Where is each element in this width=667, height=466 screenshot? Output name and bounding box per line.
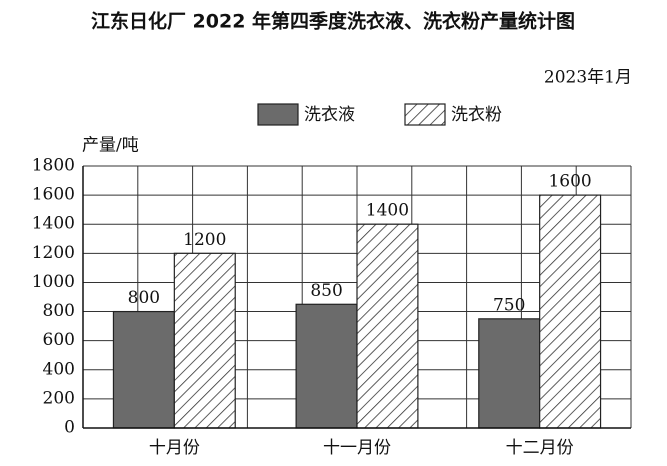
bar <box>112 310 175 429</box>
y-tick-label: 1200 <box>32 243 75 263</box>
y-tick-label: 1600 <box>32 185 75 205</box>
y-tick-label: 800 <box>43 301 75 321</box>
data-label: 1600 <box>548 172 591 192</box>
y-tick-label: 1800 <box>32 156 75 176</box>
chart-title: 江东日化厂 2022 年第四季度洗衣液、洗衣粉产量统计图 <box>91 10 575 33</box>
legend-swatch <box>404 103 446 126</box>
y-axis-label: 产量/吨 <box>82 136 139 156</box>
y-tick-label: 0 <box>64 418 75 438</box>
legend-label: 洗衣液 <box>304 105 355 125</box>
chart-subtitle: 2023年1月 <box>544 68 632 88</box>
bar <box>295 303 358 429</box>
bar <box>173 252 236 429</box>
data-label: 850 <box>310 281 342 301</box>
data-label: 1200 <box>183 230 226 250</box>
y-tick-label: 600 <box>43 330 75 350</box>
x-tick-label: 十一月份 <box>323 438 391 458</box>
y-tick-label: 1000 <box>32 272 75 292</box>
legend-label: 洗衣粉 <box>451 105 502 125</box>
legend-swatch <box>257 103 299 126</box>
y-tick-label: 1400 <box>32 214 75 234</box>
y-tick-label: 400 <box>43 359 75 379</box>
data-label: 800 <box>128 288 160 308</box>
bar <box>539 194 602 429</box>
data-label: 750 <box>493 295 525 315</box>
x-tick-label: 十二月份 <box>506 438 574 458</box>
bar <box>356 223 419 429</box>
bar <box>478 318 541 429</box>
data-label: 1400 <box>366 201 409 221</box>
x-tick-label: 十月份 <box>149 438 200 458</box>
y-tick-label: 200 <box>43 388 75 408</box>
